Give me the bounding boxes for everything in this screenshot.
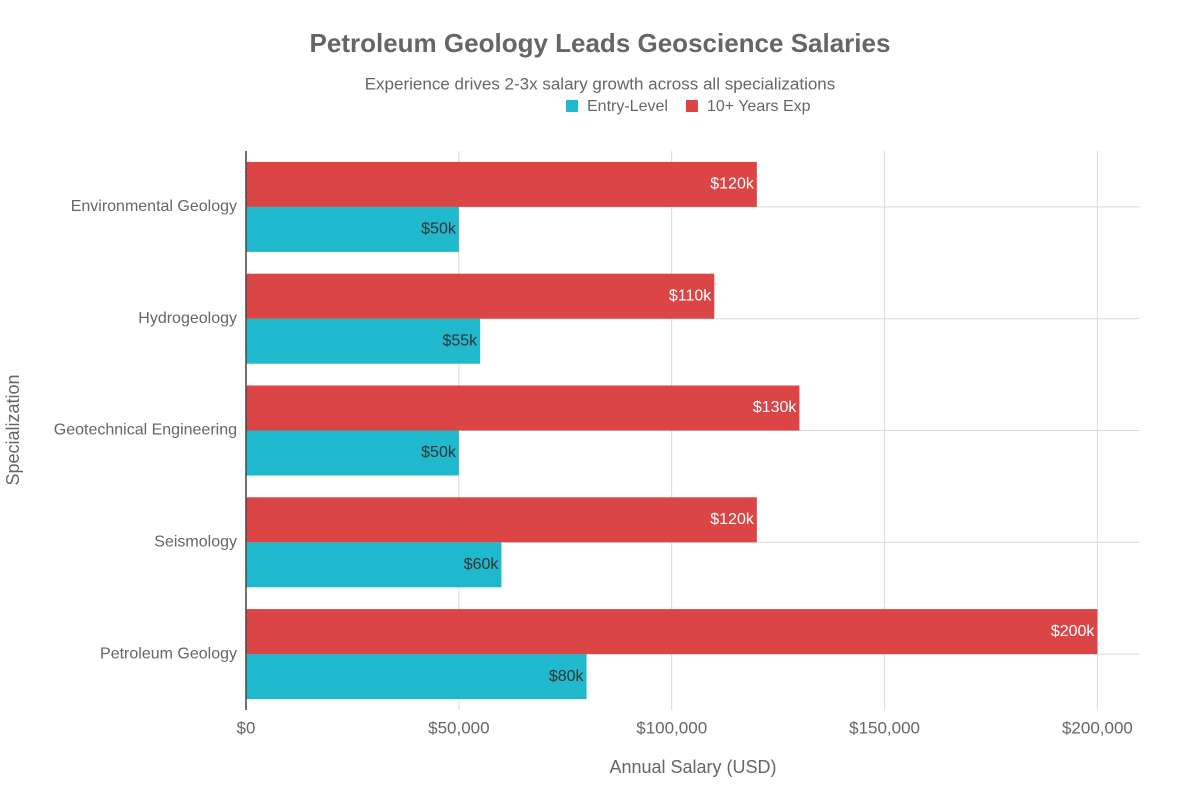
data-label: $120k xyxy=(710,176,755,193)
data-label: $130k xyxy=(753,399,798,416)
bar xyxy=(246,206,459,252)
data-label: $50k xyxy=(421,444,457,461)
y-axis-title: Specialization xyxy=(3,374,23,485)
bar xyxy=(246,609,1098,655)
y-tick-label: Hydrogeology xyxy=(138,310,237,327)
chart-title: Petroleum Geology Leads Geoscience Salar… xyxy=(310,28,891,58)
bar xyxy=(246,161,757,207)
x-tick-label: $0 xyxy=(237,718,256,737)
x-tick-label: $100,000 xyxy=(636,718,707,737)
legend-swatch xyxy=(685,100,698,112)
legend-label: Entry-Level xyxy=(587,98,668,115)
legend-label: 10+ Years Exp xyxy=(707,98,811,115)
data-label: $200k xyxy=(1051,623,1096,640)
y-tick-label: Environmental Geology xyxy=(71,198,237,215)
bar xyxy=(246,273,715,319)
bar xyxy=(246,654,587,700)
y-tick-label: Geotechnical Engineering xyxy=(54,422,237,439)
data-label: $55k xyxy=(442,332,478,349)
data-label: $50k xyxy=(421,221,457,238)
chart-subtitle: Experience drives 2-3x salary growth acr… xyxy=(365,74,836,93)
bar xyxy=(246,542,502,588)
x-tick-label: $150,000 xyxy=(849,718,920,737)
y-tick-label: Seismology xyxy=(154,534,237,551)
data-label: $120k xyxy=(710,511,755,528)
data-label: $110k xyxy=(669,287,712,304)
x-tick-label: $200,000 xyxy=(1062,718,1133,737)
x-tick-label: $50,000 xyxy=(428,718,489,737)
data-label: $60k xyxy=(464,556,500,573)
bar xyxy=(246,497,757,543)
x-axis-title: Annual Salary (USD) xyxy=(609,757,776,777)
bar xyxy=(246,430,459,476)
bar xyxy=(246,318,481,364)
bar xyxy=(246,385,800,431)
y-tick-label: Petroleum Geology xyxy=(100,645,237,662)
data-label: $80k xyxy=(549,668,585,685)
legend-swatch xyxy=(566,100,578,112)
